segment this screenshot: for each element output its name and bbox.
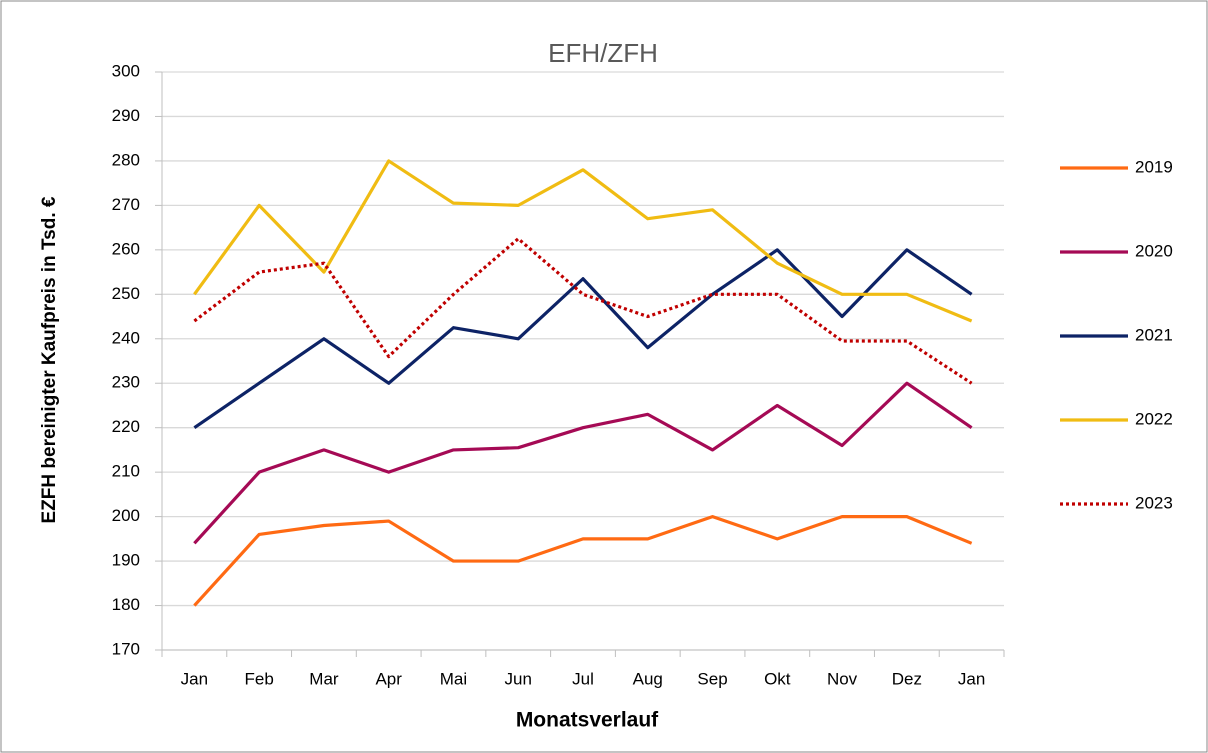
y-tick-label: 170 <box>112 639 140 658</box>
y-tick-label: 240 <box>112 328 140 347</box>
y-tick-label: 220 <box>112 417 140 436</box>
y-tick-label: 180 <box>112 595 140 614</box>
x-tick-label: Apr <box>375 669 402 688</box>
y-tick-label: 290 <box>112 106 140 125</box>
series-line <box>193 159 973 323</box>
legend-label: 2021 <box>1135 325 1173 344</box>
legend-label: 2022 <box>1135 409 1173 428</box>
x-axis-label: Monatsverlauf <box>516 709 659 732</box>
x-tick-label: Dez <box>892 669 922 688</box>
x-tick-label: Jun <box>505 669 532 688</box>
y-tick-label: 190 <box>112 551 140 570</box>
series-line <box>193 248 973 430</box>
x-tick-label: Jan <box>958 669 985 688</box>
x-tick-label: Aug <box>633 669 663 688</box>
series-line <box>193 237 973 385</box>
x-tick-label: Sep <box>697 669 727 688</box>
series-line <box>193 381 973 545</box>
y-tick-label: 300 <box>112 61 140 80</box>
x-tick-label: Nov <box>827 669 858 688</box>
x-tick-label: Mar <box>309 669 339 688</box>
y-tick-label: 210 <box>112 462 140 481</box>
y-tick-label: 200 <box>112 506 140 525</box>
y-tick-label: 280 <box>112 150 140 169</box>
y-tick-label: 260 <box>112 239 140 258</box>
x-tick-label: Feb <box>245 669 274 688</box>
legend-label: 2019 <box>1135 157 1173 176</box>
y-tick-label: 250 <box>112 284 140 303</box>
y-tick-label: 270 <box>112 195 140 214</box>
x-tick-label: Mai <box>440 669 467 688</box>
x-tick-label: Jan <box>181 669 208 688</box>
chart-title: EFH/ZFH <box>548 38 658 68</box>
legend-label: 2023 <box>1135 493 1173 512</box>
x-tick-label: Okt <box>764 669 791 688</box>
y-axis-label: EZFH bereinigter Kaufpreis in Tsd. € <box>39 196 60 523</box>
series-line <box>193 515 973 607</box>
x-tick-label: Jul <box>572 669 594 688</box>
y-tick-label: 230 <box>112 373 140 392</box>
legend-label: 2020 <box>1135 241 1173 260</box>
